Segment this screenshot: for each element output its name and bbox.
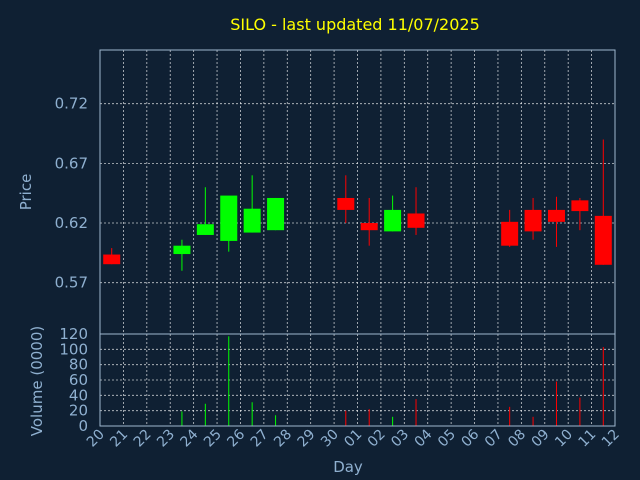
volume-y-tick-label: 120 <box>59 325 88 343</box>
candle-body <box>384 209 402 232</box>
volume-y-tick-label: 0 <box>78 417 88 435</box>
candle-body <box>337 197 355 210</box>
candle-body <box>524 209 542 232</box>
price-y-ticks: 0.57 0.62 0.67 0.72 <box>55 95 88 292</box>
price-y-tick-label: 0.72 <box>55 95 88 113</box>
candle-body <box>103 254 121 265</box>
price-y-tick-label: 0.67 <box>55 154 88 172</box>
price-y-tick-label: 0.57 <box>55 274 88 292</box>
candle-body <box>360 223 378 231</box>
volume-bars <box>181 336 604 426</box>
volume-axis-label: Volume (0000) <box>28 326 46 436</box>
volume-grid <box>100 334 615 426</box>
candle-body <box>173 245 191 255</box>
price-axis-label: Price <box>17 174 35 211</box>
chart-title: SILO - last updated 11/07/2025 <box>230 15 480 34</box>
candles <box>103 139 612 271</box>
candle-body <box>594 215 612 265</box>
volume-y-tick-label: 60 <box>69 371 88 389</box>
candle-body <box>407 213 425 228</box>
candle-body <box>196 224 214 235</box>
volume-y-tick-label: 40 <box>69 386 88 404</box>
volume-y-tick-label: 20 <box>69 402 88 420</box>
price-y-tick-label: 0.62 <box>55 214 88 232</box>
x-ticks: 20 21 22 23 24 25 26 27 28 29 30 01 02 03 04 05 06 07 08 09… <box>84 426 623 450</box>
candle-body <box>571 200 589 212</box>
volume-panel-frame <box>99 333 616 427</box>
candle-body <box>267 197 285 231</box>
x-axis-label: Day <box>333 458 363 476</box>
candle-body <box>501 221 519 246</box>
candle-body <box>547 209 565 222</box>
volume-y-tick-label: 80 <box>69 356 88 374</box>
candle-body <box>243 208 261 233</box>
volume-y-tick-label: 100 <box>59 340 88 358</box>
price-grid <box>100 50 615 334</box>
candle-body <box>220 195 238 241</box>
